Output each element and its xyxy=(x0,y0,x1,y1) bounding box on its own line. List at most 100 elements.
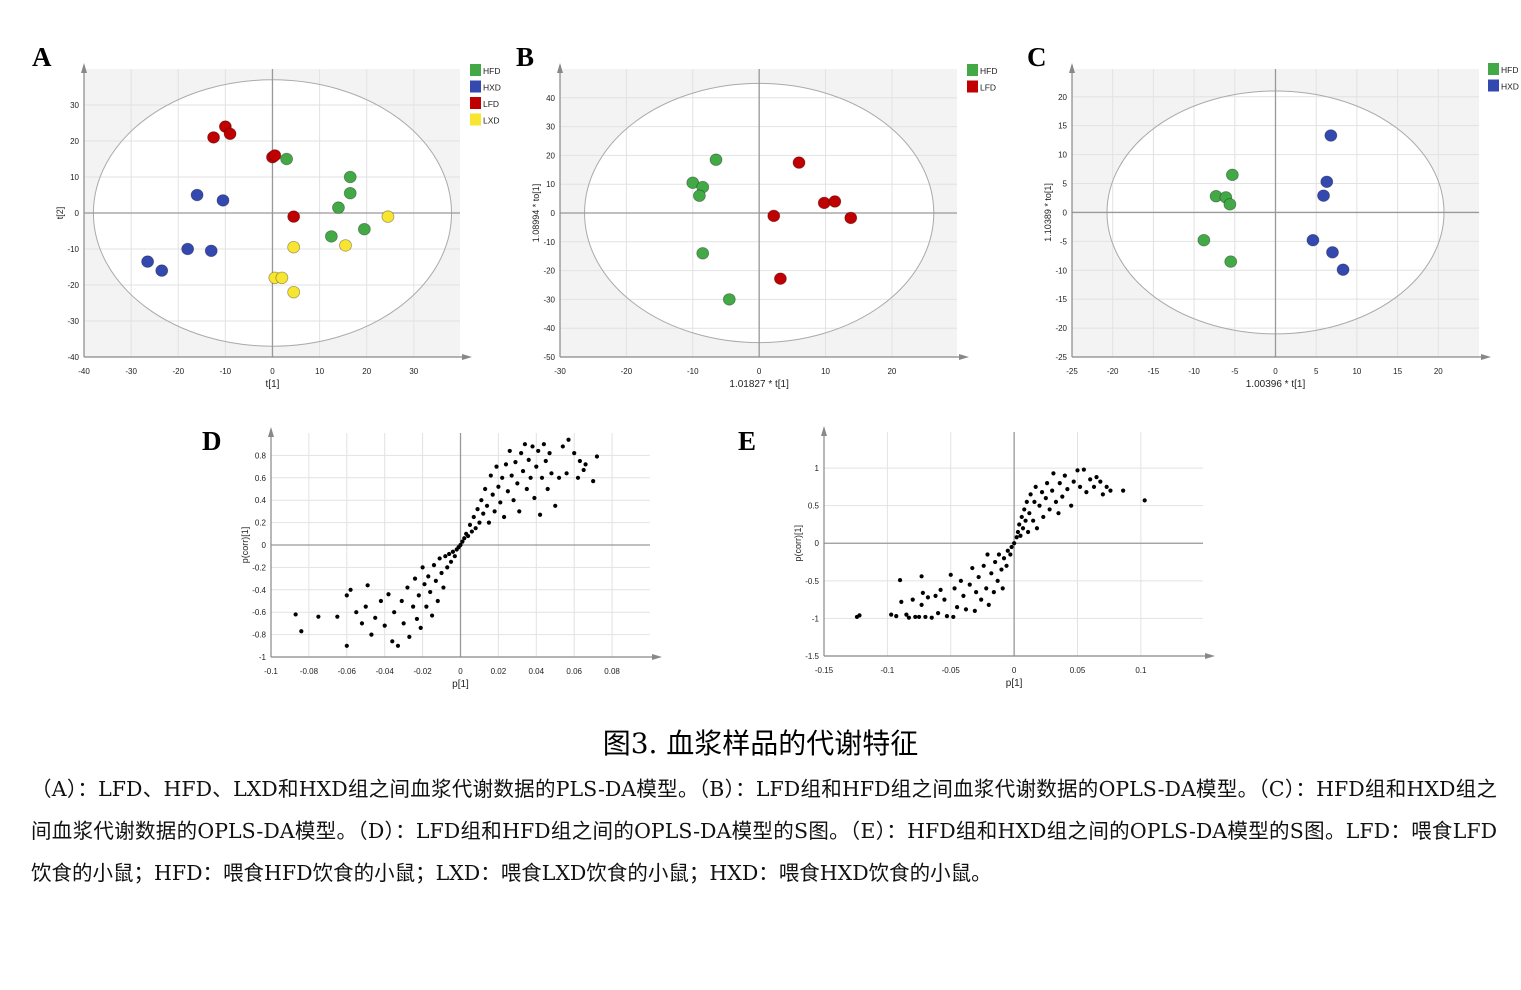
x-tick-label: 0.04 xyxy=(529,667,545,676)
data-point xyxy=(981,563,986,568)
data-point xyxy=(359,621,365,626)
data-point xyxy=(416,593,421,598)
data-point xyxy=(539,475,545,480)
y-tick-label: 5 xyxy=(1063,180,1068,189)
data-point xyxy=(1081,467,1086,472)
y-tick-label: -15 xyxy=(1055,295,1067,304)
data-point xyxy=(1008,552,1013,557)
data-point xyxy=(545,486,550,492)
y-tick-label: -0.6 xyxy=(252,608,266,617)
data-point-lfd xyxy=(287,210,301,223)
data-point xyxy=(405,585,410,590)
y-tick-label: -20 xyxy=(67,281,79,290)
data-point xyxy=(448,559,454,564)
x-tick-label: -0.1 xyxy=(264,667,278,676)
data-point xyxy=(399,598,404,604)
data-point xyxy=(524,486,529,492)
legend-label: LFD xyxy=(980,83,996,93)
data-point xyxy=(547,451,552,456)
legend-label: HFD xyxy=(483,66,500,76)
y-axis-label: 1.10389 * to[1] xyxy=(1043,183,1053,242)
data-point-hfd xyxy=(1225,168,1239,182)
data-point-hfd xyxy=(1223,198,1237,211)
x-tick-label: -10 xyxy=(1188,367,1200,376)
data-point xyxy=(938,587,943,592)
data-point xyxy=(916,614,922,620)
data-point xyxy=(348,587,353,592)
data-point xyxy=(469,529,474,534)
figure-canvas: -40 -30 -20 -10 0 10 20 30-40-30-20-100102030t[… xyxy=(55,63,1519,690)
chart-c: -25 -20 -15 -10 -5 0 5 10 15 20 -25 -20 -15 -10 -5 0 5 10… xyxy=(1043,63,1519,390)
data-point xyxy=(431,563,437,568)
y-axis-label: p(corr)[1] xyxy=(240,527,250,564)
x-tick-label: 20 xyxy=(887,367,896,376)
data-point-hfd xyxy=(357,222,371,236)
data-point xyxy=(460,539,465,544)
figure-caption: （A）：LFD、HFD、LXD和HXD组之间血浆代谢数据的PLS-DA模型。（B… xyxy=(31,777,1497,885)
data-point xyxy=(458,542,463,548)
data-point xyxy=(484,503,490,508)
data-point xyxy=(441,585,446,590)
data-point xyxy=(486,520,492,525)
data-point-lfd xyxy=(767,209,781,223)
y-tick-label: -30 xyxy=(543,295,555,304)
data-point xyxy=(961,593,966,598)
data-point-hfd xyxy=(280,152,294,166)
data-point xyxy=(407,634,412,639)
data-point xyxy=(293,612,298,617)
y-tick-label: -0.5 xyxy=(805,577,819,586)
data-point xyxy=(541,442,546,447)
x-tick-label: -25 xyxy=(1066,367,1078,376)
data-point xyxy=(1039,490,1045,495)
data-point-hxd xyxy=(1306,233,1320,247)
y-tick-label: -1 xyxy=(812,614,820,623)
data-point xyxy=(583,462,588,467)
chart-a: -40 -30 -20 -10 0 10 20 30 -40 -30 -20 -10 0 10 20 30 t[… xyxy=(55,63,501,390)
x-axis-label: 1.01827 * t[1] xyxy=(729,379,789,390)
x-tick-label: 0.06 xyxy=(566,667,582,676)
data-point xyxy=(433,578,438,583)
data-point xyxy=(594,454,600,459)
y-tick-label: 0.4 xyxy=(255,496,267,505)
data-point xyxy=(494,464,499,469)
data-point xyxy=(519,451,524,456)
data-point xyxy=(534,464,539,469)
data-point xyxy=(963,607,969,612)
data-point xyxy=(575,475,581,480)
data-point xyxy=(477,520,482,525)
data-point-lfd xyxy=(207,131,220,144)
x-tick-label: -0.02 xyxy=(413,667,432,676)
data-point xyxy=(1060,494,1065,499)
data-point-lxd xyxy=(287,286,301,299)
panel-label-d: D xyxy=(202,426,222,456)
data-point xyxy=(452,554,457,559)
data-point xyxy=(1012,541,1017,546)
data-point xyxy=(967,582,972,587)
y-tick-label: -1 xyxy=(259,653,267,662)
data-point xyxy=(390,639,395,644)
data-point-hxd xyxy=(1324,129,1338,142)
data-point xyxy=(986,602,991,607)
data-point xyxy=(1023,518,1028,523)
data-point xyxy=(354,610,359,615)
data-point-hxd xyxy=(1326,246,1339,259)
data-point-hfd xyxy=(722,293,736,306)
x-tick-label: 10 xyxy=(1352,367,1361,376)
y-tick-label: -25 xyxy=(1055,353,1067,362)
x-tick-label: -30 xyxy=(554,367,566,376)
data-point xyxy=(1050,488,1055,493)
y-tick-label: 20 xyxy=(70,137,79,146)
y-tick-label: 10 xyxy=(70,173,79,182)
data-point xyxy=(944,614,950,619)
data-point xyxy=(1044,481,1050,486)
data-point-lxd xyxy=(287,240,301,254)
y-axis-label: t[2] xyxy=(55,207,65,220)
data-point xyxy=(483,486,488,492)
data-point xyxy=(378,598,384,604)
data-point xyxy=(1031,518,1036,523)
data-point xyxy=(335,614,340,619)
data-point xyxy=(1025,529,1031,535)
x-tick-label: -20 xyxy=(172,367,184,376)
x-tick-label: 0 xyxy=(1273,367,1278,376)
data-point-lxd xyxy=(339,239,352,252)
